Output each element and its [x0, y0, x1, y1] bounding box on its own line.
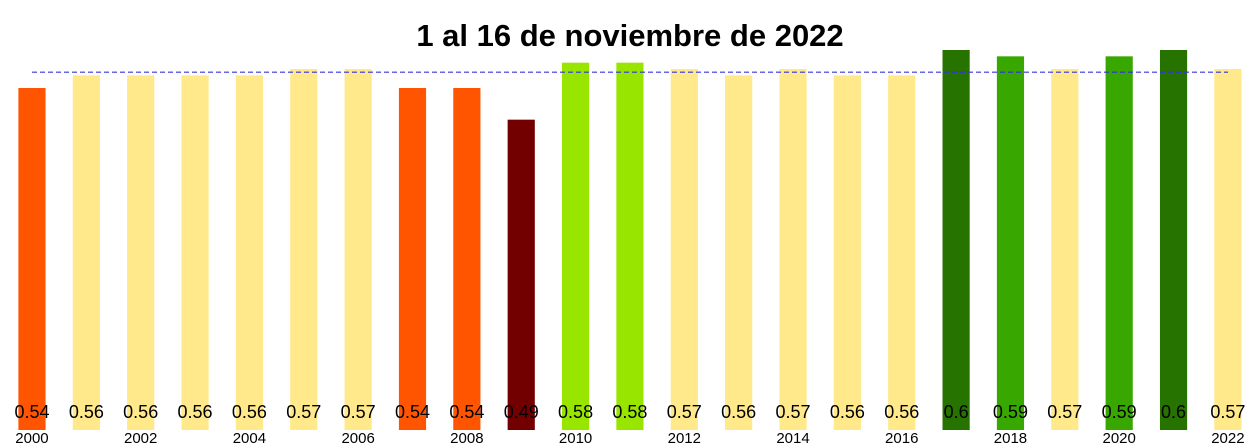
x-tick-label: 2002: [124, 430, 157, 447]
bar: [72, 75, 100, 430]
value-label: 0.6: [1161, 402, 1186, 422]
value-label: 0.57: [1047, 402, 1082, 422]
bar: [18, 88, 46, 430]
x-tick-label: 2020: [1102, 430, 1135, 447]
bar: [561, 62, 590, 431]
value-label: 0.56: [884, 402, 919, 422]
x-tick-label: 2006: [341, 430, 374, 447]
value-label: 0.54: [14, 402, 49, 422]
bar: [235, 75, 264, 430]
x-tick-label: 2010: [559, 430, 592, 447]
bar: [833, 75, 861, 430]
chart-title: 1 al 16 de noviembre de 2022: [416, 18, 843, 53]
value-label: 0.56: [232, 402, 267, 422]
value-label: 0.56: [830, 402, 865, 422]
bar: [670, 69, 698, 430]
value-label: 0.57: [775, 402, 810, 422]
x-tick-label: 2004: [233, 430, 266, 447]
x-tick-label: 2012: [668, 430, 701, 447]
value-label: 0.59: [993, 402, 1028, 422]
bar: [1051, 69, 1079, 430]
bar: [996, 56, 1025, 430]
bar: [290, 69, 318, 430]
bar: [1105, 56, 1133, 430]
bar: [779, 69, 807, 430]
bar: [1214, 69, 1242, 430]
x-tick-label: 2016: [885, 430, 918, 447]
x-tick-label: 2014: [776, 430, 809, 447]
bar: [725, 75, 753, 430]
bar: [181, 75, 209, 430]
value-label: 0.54: [449, 402, 484, 422]
x-tick-label: 2000: [15, 430, 48, 447]
value-label: 0.58: [612, 402, 647, 422]
x-tick-label: 2022: [1211, 430, 1244, 447]
bar: [453, 88, 481, 430]
value-label: 0.54: [395, 402, 430, 422]
value-label: 0.56: [69, 402, 104, 422]
value-label: 0.6: [944, 402, 969, 422]
value-label: 0.56: [721, 402, 756, 422]
bar: [127, 75, 155, 430]
value-label: 0.59: [1102, 402, 1137, 422]
bar: [616, 62, 644, 431]
x-tick-label: 2018: [994, 430, 1027, 447]
bar: [942, 50, 970, 430]
value-label: 0.57: [286, 402, 321, 422]
value-label: 0.56: [178, 402, 213, 422]
value-label: 0.58: [558, 402, 593, 422]
x-tick-label: 2008: [450, 430, 483, 447]
value-label: 0.49: [504, 402, 539, 422]
bar: [507, 119, 535, 431]
bar: [1159, 50, 1188, 430]
value-label: 0.56: [123, 402, 158, 422]
value-label: 0.57: [341, 402, 376, 422]
value-label: 0.57: [1210, 402, 1245, 422]
bar: [344, 69, 372, 430]
value-label: 0.57: [667, 402, 702, 422]
bar: [398, 88, 427, 430]
bar: [888, 75, 916, 430]
